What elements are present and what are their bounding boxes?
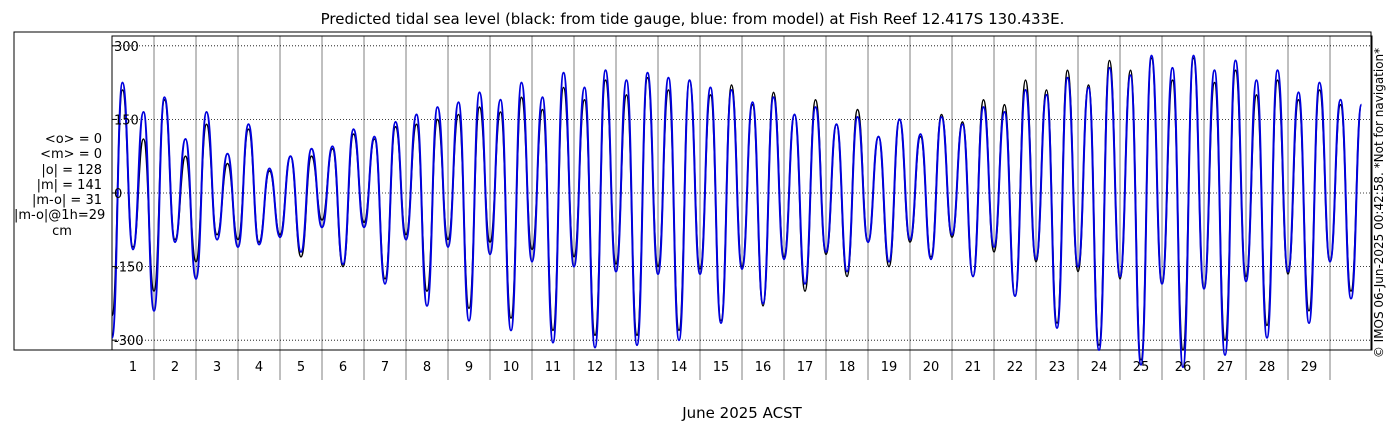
y-tick-label: -300 [114, 334, 144, 349]
x-tick-label: 2 [171, 360, 179, 375]
x-tick-label: 23 [1049, 360, 1066, 375]
x-axis-label: June 2025 ACST [682, 404, 802, 422]
stat-abs-model: |m| = 141 [36, 177, 102, 193]
stats-panel: <o> = 0 <m> = 0 |o| = 128 |m| = 141 |m-o… [14, 132, 110, 239]
x-tick-label: 17 [797, 360, 814, 375]
copyright-text: © IMOS 06-Jun-2025 00:42:58. *Not for na… [1372, 47, 1386, 359]
stat-mean-observed: <o> = 0 [44, 132, 102, 147]
y-tick-label: -150 [114, 261, 144, 276]
x-tick-label: 6 [339, 360, 347, 375]
x-tick-label: 14 [671, 360, 688, 375]
y-tick-label: 300 [114, 40, 139, 55]
series-group [111, 54, 1363, 369]
x-tick-label: 24 [1091, 360, 1108, 375]
x-tick-label: 27 [1217, 360, 1234, 375]
x-tick-label: 25 [1133, 360, 1150, 375]
stat-abs-diff: |m-o| = 31 [31, 193, 102, 209]
x-tick-label: 4 [255, 360, 263, 375]
stat-abs-diff-1h: |m-o|@1h=29 [14, 208, 106, 224]
x-tick-label: 11 [545, 360, 562, 375]
x-tick-label: 21 [965, 360, 982, 375]
x-tick-label: 9 [465, 360, 473, 375]
series-line-model [111, 54, 1363, 369]
chart-title: Predicted tidal sea level (black: from t… [320, 10, 1065, 28]
grid [112, 36, 1372, 380]
y-tick-label: 0 [114, 187, 122, 202]
x-tick-label: 13 [629, 360, 646, 375]
x-tick-label: 29 [1301, 360, 1318, 375]
x-tick-label: 3 [213, 360, 221, 375]
x-tick-label: 19 [881, 360, 898, 375]
stat-mean-model: <m> = 0 [40, 147, 102, 163]
x-tick-label: 20 [923, 360, 940, 375]
x-tick-label: 18 [839, 360, 856, 375]
x-tick-label: 28 [1259, 360, 1276, 375]
x-tick-label: 15 [713, 360, 730, 375]
x-tick-label: 10 [503, 360, 520, 375]
stat-abs-observed: |o| = 128 [41, 162, 102, 178]
x-tick-label: 1 [129, 360, 137, 375]
x-tick-label: 7 [381, 360, 389, 375]
stat-units: cm [52, 223, 72, 239]
x-tick-label: 16 [755, 360, 772, 375]
x-tick-label: 26 [1175, 360, 1192, 375]
x-tick-label: 8 [423, 360, 431, 375]
x-tick-label: 5 [297, 360, 305, 375]
x-tick-label: 22 [1007, 360, 1024, 375]
x-tick-label: 12 [587, 360, 604, 375]
axes [13, 31, 1373, 351]
y-tick-label: 150 [114, 113, 139, 128]
